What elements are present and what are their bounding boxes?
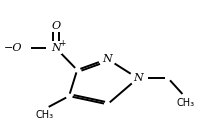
- Text: N: N: [103, 54, 112, 64]
- Text: CH₃: CH₃: [36, 110, 54, 121]
- Text: O: O: [51, 21, 60, 31]
- Text: N: N: [133, 73, 143, 83]
- Text: +: +: [59, 39, 65, 48]
- Text: N: N: [51, 43, 61, 53]
- Text: −O: −O: [4, 43, 22, 53]
- Text: CH₃: CH₃: [176, 98, 194, 108]
